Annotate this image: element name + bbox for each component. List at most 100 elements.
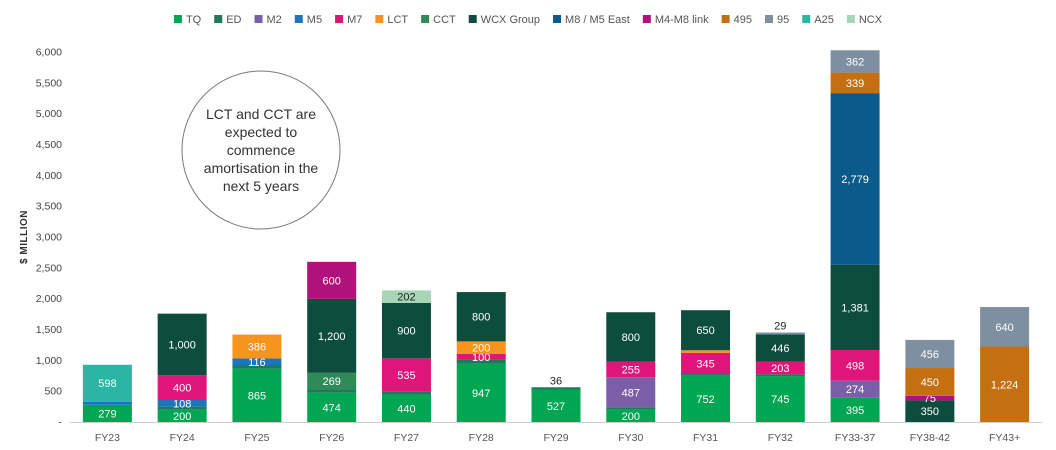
bar-segment [606,377,656,408]
bar-segment [830,264,880,351]
legend-swatch [468,15,477,23]
y-tick-label: 1,000 [36,355,62,367]
bar-segment [830,397,880,422]
bar-segment-label: 339 [846,78,864,90]
bar-segment-label: 487 [622,387,640,399]
bar-segment [381,302,431,359]
bar-segment-label: 474 [323,402,341,414]
bar-segment-label: 2,779 [841,174,869,186]
y-axis-title: $ MILLION [19,210,30,264]
y-tick-label: 2,500 [36,262,62,274]
legend: TQ ED M2 M5 M7 LCT CCT WCX Group M8 / M5 East M4-… [173,14,883,26]
bar-segment [681,375,731,422]
bar-segment [755,334,805,362]
bar-segment [157,409,207,422]
bar-segment [381,358,431,392]
legend-swatch [721,15,730,23]
bar-segment [307,298,357,373]
legend-label: M8 / M5 East [565,14,630,26]
bar-segment-label: 498 [846,360,864,372]
bar-segment-label: 202 [397,292,415,304]
bar-segment-label: 440 [397,403,415,415]
bar-segment-label: 200 [472,343,490,355]
y-tick-label: 5,000 [36,108,62,120]
bar-stack: 86551116386 [232,334,282,422]
bar-segment [830,72,880,94]
legend-swatch [294,15,303,23]
y-tick-label: 5,500 [36,77,62,89]
bar-segment-label: 598 [98,378,116,390]
bar-segment [531,387,581,390]
bar-segment [755,376,805,422]
bar-stack: 94760100200800 [456,292,506,422]
bar-segment-label: 108 [173,398,191,410]
x-tick-label: FY24 [170,432,195,444]
bar-segment [381,394,431,422]
y-tick-label: 4,500 [36,139,62,151]
bar-segment [307,389,357,393]
bar-segment [307,372,357,390]
bar-segment [606,312,656,362]
bar-segment-label: 203 [771,363,789,375]
bar-segment [980,346,1030,422]
bar-segment-label: 446 [771,343,789,355]
legend-swatch [214,15,223,23]
annotation-text-line: LCT and CCT are [206,106,316,122]
legend-label: 495 [734,14,752,26]
y-tick-label: 1,500 [36,324,62,336]
bar-segment [681,352,731,375]
bar-segment-label: 752 [696,394,714,406]
bar-segment [232,368,282,422]
x-tick-label: FY32 [768,432,793,444]
bar-segment-label: 640 [995,322,1013,334]
x-tick-label: FY43+ [989,432,1020,444]
bar-stack: 395 274 498 1,381 2,779 339 362 [830,50,880,422]
legend-label: CCT [433,14,456,26]
bar-stack: 20038487255800 [606,312,656,423]
bar-segment-label: 1,200 [318,331,346,343]
legend-item: 495 [721,14,752,26]
y-tick-label: 2,000 [36,293,62,305]
bar-segment-label: 800 [472,312,490,324]
legend-item: 95 [764,14,789,26]
annotation-text-line: expected to [225,124,298,140]
bar-segment-label: 1,224 [991,379,1019,391]
bar-segment-label: 400 [173,383,191,395]
bar-stack: 200491084001,000 [157,313,207,423]
bar-stack: 27951598 [82,364,132,422]
bar-segment-label: 745 [771,394,789,406]
bar-segment-label: 450 [921,377,939,389]
y-tick-label: 500 [44,386,62,398]
bar-segment-label: 75 [924,393,936,405]
legend-item: M7 [335,14,362,26]
bar-stack: 7452820344629 [755,321,805,422]
legend-item: ED [214,14,242,26]
bar-segment [232,365,282,369]
bar-segment [755,361,805,375]
bar-segment [531,389,581,422]
bar-stack: 44057535900202 [381,290,431,422]
bar-segment-label: 200 [622,411,640,423]
y-axis: - 500 1,000 1,500 2,000 2,500 3,000 3,500 4,000 4… [19,47,63,429]
bar-segment-label: 535 [397,370,415,382]
bar-segment [830,350,880,381]
bar-segment-label: 274 [846,384,864,396]
bar-segment-label: 386 [248,341,266,353]
bar-segment-label: 36 [550,375,562,387]
legend-swatch [553,15,562,23]
legend-item: M4-M8 link [642,14,709,26]
bar-segment [456,292,506,342]
legend-swatch [375,15,384,23]
bar-segment [905,395,955,401]
legend-label: M5 [307,14,322,26]
annotation-text-line: next 5 years [223,178,299,194]
bar-segment [157,399,207,407]
bar-segment [307,261,357,299]
legend-swatch [254,15,263,23]
bar-segment-label: 800 [622,332,640,344]
x-tick-label: FY27 [394,432,419,444]
bar-segment [157,406,207,410]
legend-label: A25 [814,14,834,26]
bar-segment [830,50,880,73]
y-tick-label: 6,000 [36,47,62,59]
